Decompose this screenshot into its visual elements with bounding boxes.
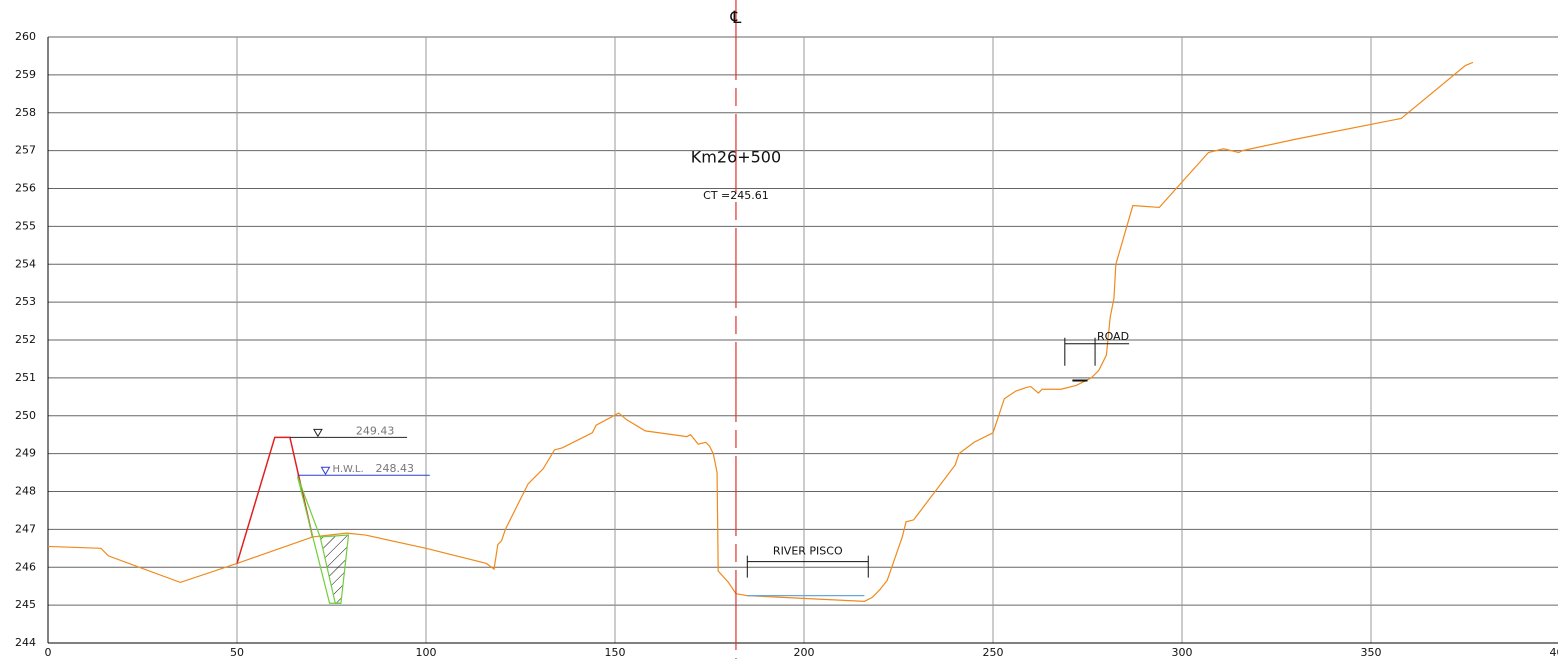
- dimension: [1064, 337, 1096, 366]
- y-tick-label: 248: [15, 485, 36, 498]
- y-tick-label: 259: [15, 68, 36, 81]
- x-tick-label: 200: [794, 646, 815, 659]
- x-tick-label: 150: [605, 646, 626, 659]
- y-tick-label: 244: [15, 636, 36, 649]
- y-tick-label: 246: [15, 560, 36, 573]
- y-tick-label: 251: [15, 371, 36, 384]
- y-tick-label: 253: [15, 295, 36, 308]
- x-tick-label: 0: [45, 646, 52, 659]
- x-tick-label: 400: [1550, 646, 1558, 659]
- y-tick-label: 256: [15, 182, 36, 195]
- dimension: [746, 555, 869, 578]
- level-symbol: [320, 466, 331, 476]
- profile-line: [47, 61, 1474, 602]
- y-tick-label: 252: [15, 333, 36, 346]
- y-tick-label: 249: [15, 447, 36, 460]
- hatch-zone: [320, 535, 349, 604]
- x-tick-label: 50: [230, 646, 244, 659]
- x-tick-label: 300: [1172, 646, 1193, 659]
- level-value: 249.43: [356, 424, 395, 437]
- y-tick-label: 254: [15, 257, 36, 270]
- x-tick-label: 250: [983, 646, 1004, 659]
- profile-line: [296, 476, 350, 604]
- y-tick-label: 250: [15, 409, 36, 422]
- profile-line: [319, 536, 341, 604]
- chart-title: Km26+500: [691, 148, 781, 167]
- x-tick-label: 350: [1361, 646, 1382, 659]
- level-value: 248.43: [375, 462, 414, 475]
- y-tick-label: 247: [15, 522, 36, 535]
- x-tick-label: 100: [416, 646, 437, 659]
- annotation: ROAD: [1097, 330, 1129, 343]
- y-tick-label: 255: [15, 219, 36, 232]
- y-tick-label: 257: [15, 144, 36, 157]
- annotation: RIVER PISCO: [773, 545, 843, 558]
- subtitle: CT =245.61: [703, 189, 769, 202]
- centerline-symbol: ℄: [729, 8, 741, 28]
- y-tick-label: 258: [15, 106, 36, 119]
- profile-line: [236, 436, 314, 564]
- y-tick-label: 260: [15, 30, 36, 43]
- level-label: H.W.L.: [332, 464, 363, 475]
- level-symbol: [313, 428, 323, 438]
- y-tick-label: 245: [15, 598, 36, 611]
